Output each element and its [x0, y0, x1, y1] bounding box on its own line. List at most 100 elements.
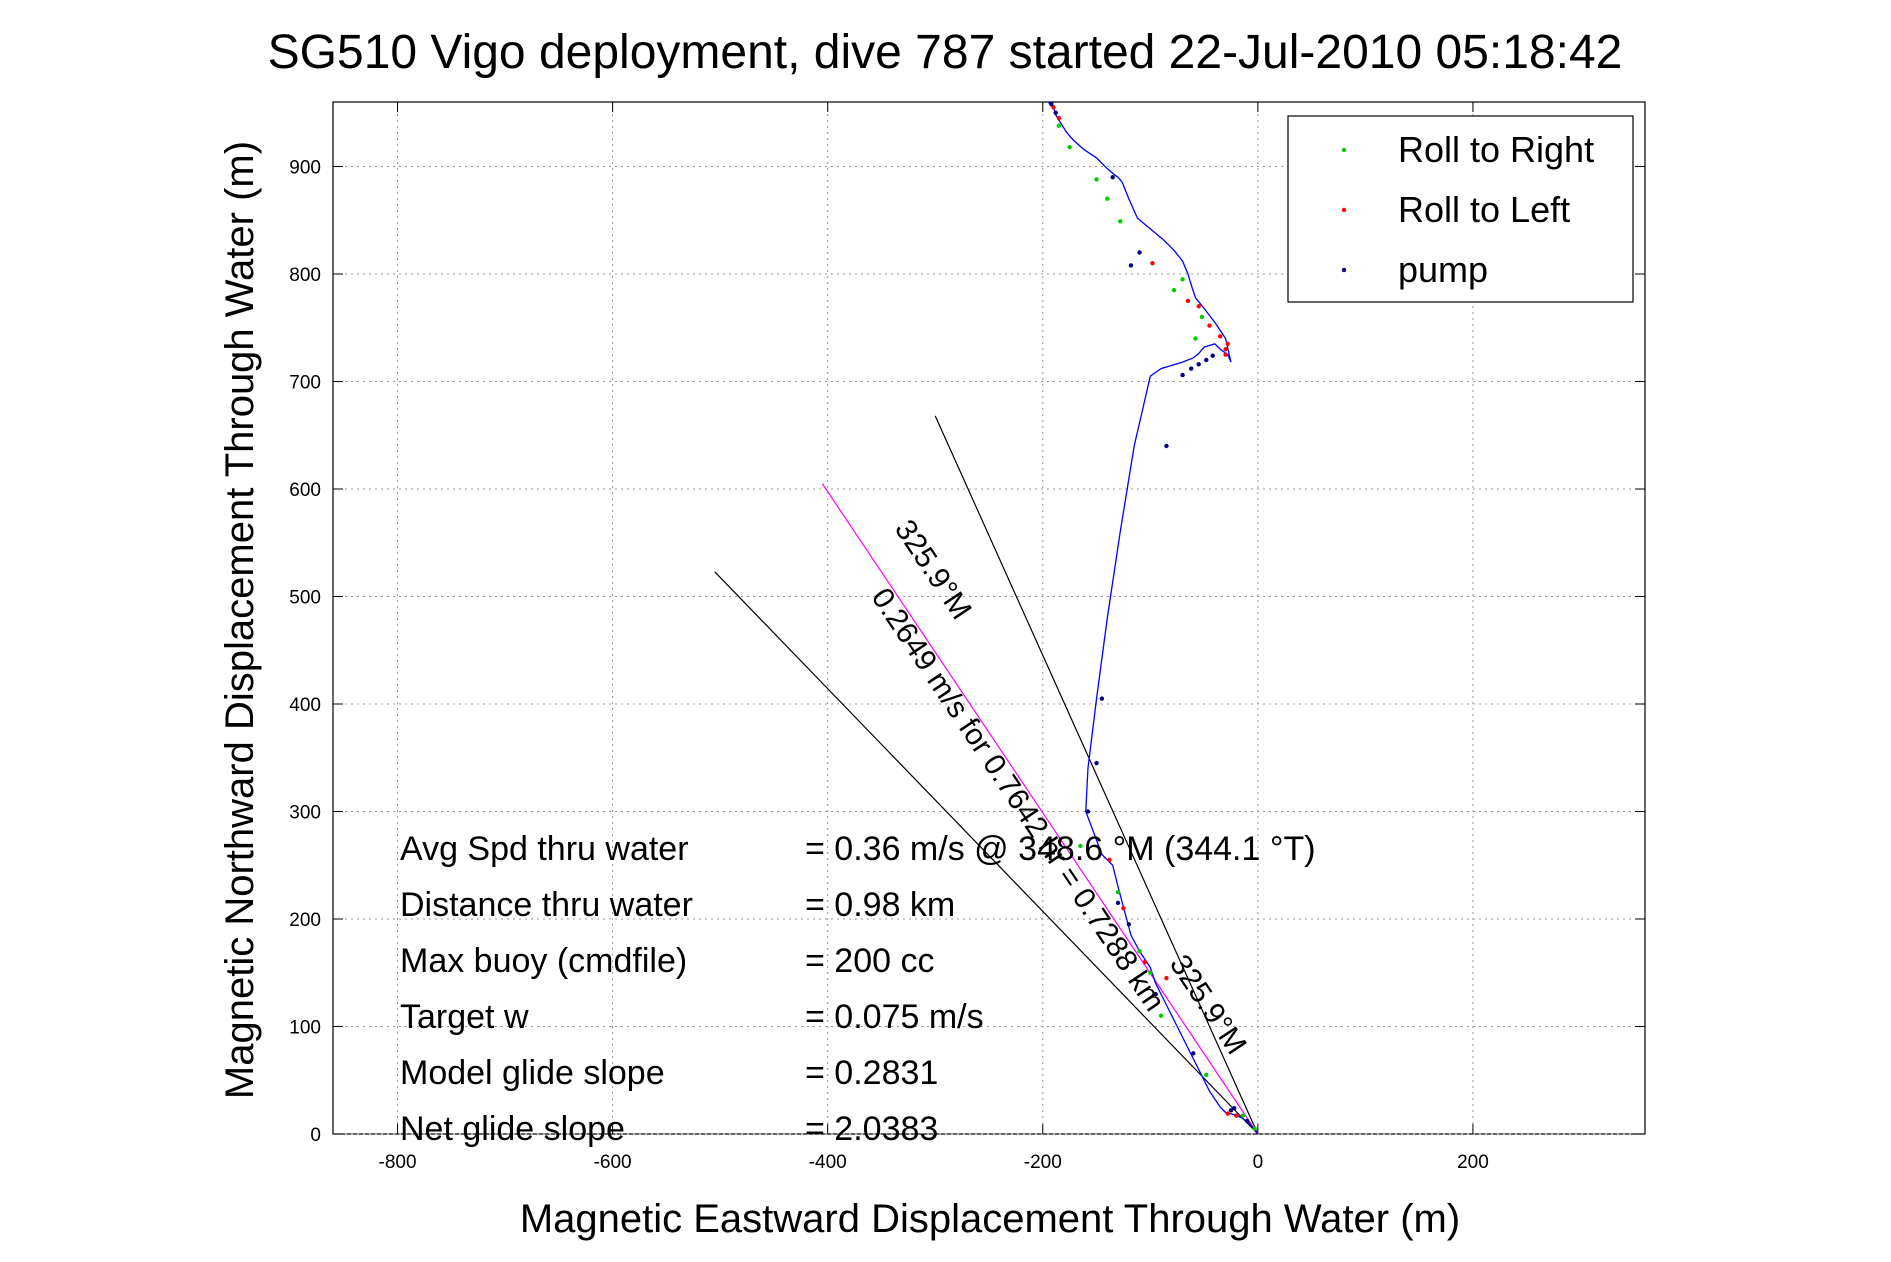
x-tick-label: -600	[594, 1152, 632, 1173]
reference-line	[821, 483, 1259, 1135]
y-tick-label: 900	[289, 158, 321, 179]
pump-marker	[1153, 992, 1158, 997]
roll-left-marker	[1142, 959, 1148, 965]
stat-label: Target w	[400, 998, 529, 1036]
legend-marker	[1341, 267, 1347, 273]
roll-left-marker	[1150, 261, 1155, 266]
y-tick-label: 700	[289, 373, 321, 394]
pump-marker	[1128, 263, 1134, 268]
x-axis-ticks: -800 -600 -400 -200 0 200	[379, 102, 1489, 1173]
pump-marker	[1244, 1118, 1250, 1124]
x-tick-label: -200	[1024, 1152, 1062, 1173]
y-axis-label: Magnetic Northward Displacement Through …	[218, 141, 262, 1099]
legend-label: Roll to Left	[1398, 189, 1570, 230]
pump-marker	[1231, 1106, 1237, 1111]
stat-value: = 0.2831	[805, 1054, 938, 1092]
pump-marker	[1164, 443, 1169, 449]
roll-left-marker	[1056, 115, 1062, 121]
roll-left-marker	[1185, 298, 1191, 304]
chart-title: SG510 Vigo deployment, dive 787 started …	[268, 26, 1623, 79]
roll-left-marker	[1234, 1113, 1239, 1118]
roll-right-marker	[1094, 177, 1099, 182]
roll-right-marker	[1158, 1013, 1164, 1018]
pump-marker	[1137, 250, 1142, 255]
roll-right-marker	[1180, 277, 1185, 282]
pump-marker	[1053, 110, 1058, 115]
stat-label: Distance thru water	[400, 886, 693, 924]
stat-label: Max buoy (cmdfile)	[400, 942, 687, 980]
reference-line	[714, 571, 1259, 1135]
stat-value: = 0.36 m/s @ 348.6 °M (344.1 °T)	[805, 830, 1316, 868]
roll-left-marker	[1218, 334, 1223, 339]
pump-marker	[1126, 922, 1132, 927]
legend-label: pump	[1398, 249, 1488, 290]
x-tick-label: 200	[1457, 1152, 1489, 1173]
stats-block: Avg Spd thru water = 0.36 m/s @ 348.6 °M …	[400, 830, 1316, 1148]
stat-value: = 200 cc	[805, 942, 934, 980]
roll-left-marker	[1121, 906, 1126, 911]
roll-left-marker	[1051, 105, 1056, 110]
roll-right-marker	[1171, 287, 1177, 293]
roll-right-marker	[1115, 889, 1121, 895]
pump-marker	[1204, 357, 1209, 363]
roll-left-marker	[1164, 975, 1169, 981]
roll-left-marker	[1207, 323, 1212, 328]
pump-marker	[1094, 760, 1099, 766]
y-tick-label: 400	[289, 695, 321, 716]
legend-marker	[1341, 207, 1347, 213]
pump-marker	[1049, 101, 1054, 107]
y-tick-label: 600	[289, 480, 321, 501]
roll-right-marker	[1078, 843, 1083, 849]
stat-label: Avg Spd thru water	[400, 830, 689, 868]
roll-right-marker	[1118, 219, 1123, 224]
y-tick-label: 200	[289, 910, 321, 931]
roll-right-marker	[1199, 314, 1205, 320]
roll-right-marker	[1252, 1126, 1257, 1131]
y-axis-ticks: 0 100 200 300 400 500 600 700 800 900	[289, 158, 1645, 1146]
track-line	[1047, 101, 1259, 1135]
pump-marker	[1085, 809, 1091, 814]
roll-right-marker	[1204, 1072, 1209, 1078]
pump-marker	[1210, 353, 1215, 358]
y-tick-label: 0	[310, 1125, 321, 1146]
pump-marker	[1180, 372, 1185, 378]
roll-left-marker	[1225, 341, 1230, 347]
stat-value: = 0.98 km	[805, 886, 955, 924]
roll-left-marker	[1107, 857, 1112, 863]
roll-left-marker	[1223, 347, 1228, 352]
roll-right-marker	[1067, 144, 1072, 150]
legend: Roll to Right Roll to Left pump	[1287, 115, 1634, 303]
reference-line	[934, 415, 1259, 1135]
stat-value: = 2.0383	[805, 1110, 938, 1148]
legend-marker	[1341, 147, 1347, 153]
pump-marker	[1196, 362, 1201, 367]
x-tick-label: -800	[379, 1152, 417, 1173]
pump-marker	[1228, 1108, 1234, 1113]
x-tick-label: 0	[1253, 1152, 1264, 1173]
reference-lines	[714, 415, 1259, 1135]
stat-value: = 0.075 m/s	[805, 998, 984, 1036]
glider-track	[1047, 101, 1259, 1135]
y-tick-label: 800	[289, 265, 321, 286]
y-tick-label: 500	[289, 588, 321, 609]
pump-marker	[1188, 366, 1194, 371]
roll-left-marker	[1225, 1111, 1230, 1116]
roll-right-marker	[1137, 949, 1142, 954]
pump-marker	[1191, 1051, 1196, 1056]
roll-right-marker	[1105, 196, 1110, 201]
roll-markers	[1049, 101, 1257, 1131]
legend-label: Roll to Right	[1398, 129, 1594, 170]
roll-right-marker	[1148, 970, 1153, 975]
pump-marker	[1115, 900, 1121, 906]
roll-right-marker	[1056, 123, 1062, 128]
y-tick-label: 300	[289, 803, 321, 824]
stat-label: Net glide slope	[400, 1110, 625, 1148]
y-tick-label: 100	[289, 1018, 321, 1039]
x-axis-label: Magnetic Eastward Displacement Through W…	[520, 1197, 1460, 1241]
roll-right-marker	[1240, 1113, 1245, 1118]
roll-left-marker	[1223, 352, 1228, 357]
pump-marker	[1110, 175, 1115, 180]
pump-marker	[1099, 696, 1105, 701]
roll-left-marker	[1196, 304, 1201, 309]
